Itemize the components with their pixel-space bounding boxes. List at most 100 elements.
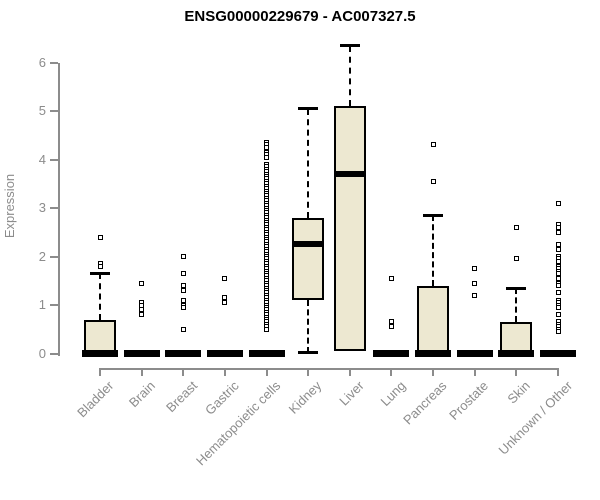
lower-whisker-cap [298,351,319,355]
x-tick-label: Kidney [286,378,325,417]
outlier-point [139,280,145,286]
y-tick [50,110,58,112]
box [500,321,533,354]
outlier-point [472,280,478,286]
upper-whisker-cap [339,44,360,48]
upper-whisker [515,288,518,322]
x-tick [348,368,351,376]
y-tick [50,61,58,64]
y-tick [50,207,58,209]
x-tick [390,368,393,376]
outlier-point [180,283,186,289]
outlier-point [180,304,186,310]
x-tick [432,368,435,376]
chart-title: ENSG00000229679 - AC007327.5 [184,8,416,25]
median-line [335,171,364,178]
outlier-point [472,266,478,272]
outlier-point [430,178,436,184]
outlier-point [222,300,228,306]
x-axis-line [100,368,559,370]
y-tick-label: 4 [38,151,46,167]
x-tick [223,368,226,376]
upper-whisker-cap [90,271,110,275]
outlier-point [555,283,561,289]
zero-median-bar [165,350,202,357]
outlier-point [264,144,270,150]
upper-whisker-cap [298,107,319,111]
outlier-point [555,241,561,247]
outlier-point [555,275,561,281]
outlier-point [180,287,186,293]
x-tick [557,368,560,376]
upper-whisker [99,273,101,320]
y-tick-label: 2 [38,248,46,264]
y-tick [50,255,58,258]
box [84,319,116,354]
zero-median-bar [456,350,493,357]
outlier-point [388,324,394,330]
zero-median-bar [248,350,285,357]
y-tick [50,158,58,161]
zero-median-bar [498,350,535,357]
y-tick-label: 6 [38,54,46,70]
x-tick [140,368,143,376]
zero-median-bar [82,350,118,357]
x-tick [515,368,518,376]
x-tick [473,368,476,376]
outlier-point [555,270,561,276]
x-tick-label: Prostate [446,378,492,423]
outlier-point [555,229,561,235]
outlier-point [430,142,436,148]
outlier-point [222,275,228,281]
outlier-point [472,292,478,298]
zero-median-bar [540,350,577,357]
x-tick-label: Bladder [74,378,117,421]
x-tick-label: Pancreas [400,378,450,428]
outlier-point [139,307,145,313]
y-tick-label: 5 [38,103,46,118]
x-tick [265,368,268,376]
x-tick-label: Gastric [201,378,242,418]
y-axis-line [58,62,60,356]
x-tick [307,368,310,376]
outlier-point [555,329,561,335]
x-tick-label: Lung [377,378,409,410]
zero-median-bar [123,350,160,357]
x-tick-label: Unknown / Other [495,378,575,458]
outlier-point [180,326,186,332]
zero-median-bar [206,350,243,357]
outlier-point [555,200,561,206]
outlier-point [555,304,561,310]
y-tick [50,352,58,355]
median-line [294,241,323,248]
upper-whisker [307,108,310,218]
outlier-point [555,246,561,252]
outlier-point [388,275,394,281]
outlier-point [180,297,186,303]
outlier-point [222,295,228,301]
outlier-point [555,224,561,230]
outlier-point [555,290,561,296]
upper-whisker-cap [506,286,527,290]
outlier-point [555,312,561,318]
outlier-point [180,270,186,276]
outlier-point [97,234,103,240]
outlier-point [139,302,145,308]
outlier-point [388,319,394,325]
outlier-point [555,258,561,264]
box [333,106,366,352]
x-tick-label: Brain [126,378,159,411]
x-tick-label: Breast [162,378,200,416]
lower-whisker [307,300,310,353]
x-tick-label: Liver [335,378,367,409]
upper-whisker-cap [423,213,444,217]
y-tick-label: 1 [38,297,46,312]
outlier-point [139,312,145,318]
upper-whisker [432,215,435,286]
x-tick [99,368,101,376]
box [417,285,450,354]
y-tick-label: 3 [38,200,46,215]
outlier-point [97,263,103,269]
